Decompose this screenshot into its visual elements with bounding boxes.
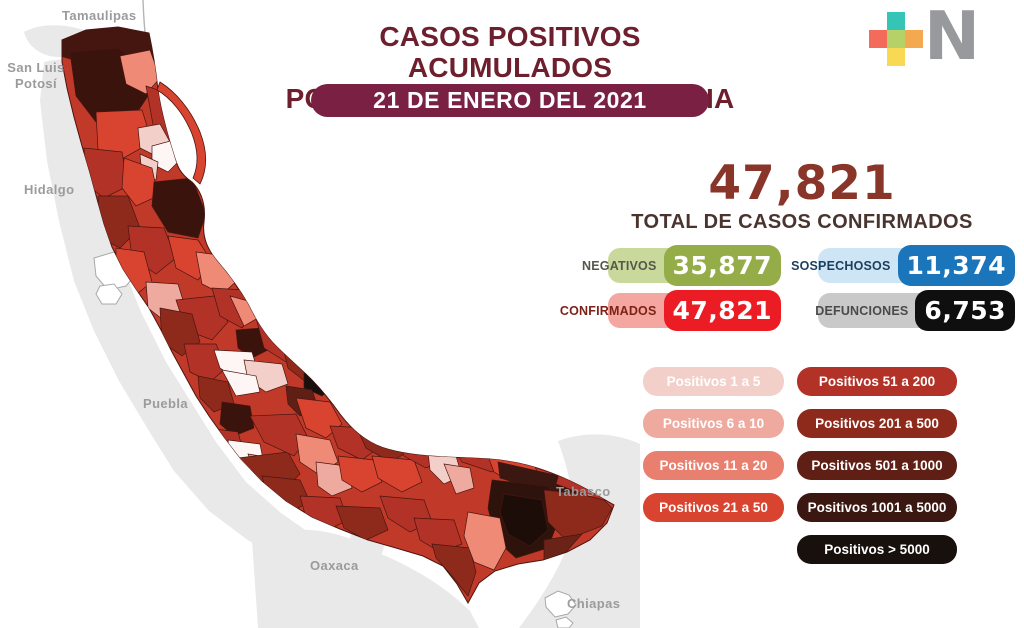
stat-badge: SOSPECHOSOS 11,374 bbox=[791, 245, 1015, 286]
legend-pill: Positivos 1 a 5 bbox=[643, 367, 784, 396]
logo-letter-n: N bbox=[924, 0, 980, 75]
coastal-crescent bbox=[156, 81, 207, 185]
legend-pill: Positivos 21 a 50 bbox=[643, 493, 784, 522]
legend-pill: Positivos 201 a 500 bbox=[797, 409, 957, 438]
legend-pill: Positivos 1001 a 5000 bbox=[797, 493, 957, 522]
label-tamaulipas: Tamaulipas bbox=[62, 8, 137, 23]
boundary-outline-shapes bbox=[93, 251, 577, 628]
hidalgo-outline-2 bbox=[95, 283, 123, 305]
date-banner: 21 DE ENERO DEL 2021 bbox=[311, 84, 709, 117]
plus-square-center bbox=[887, 30, 905, 48]
oaxaca-shape bbox=[252, 529, 479, 628]
stat-label: SOSPECHOSOS bbox=[791, 258, 891, 273]
label-tabasco: Tabasco bbox=[556, 484, 611, 499]
label-chiapas: Chiapas bbox=[567, 596, 621, 611]
label-san-luis-potosi: San Luis Potosí bbox=[7, 60, 65, 92]
legend-pill: Positivos 51 a 200 bbox=[797, 367, 957, 396]
plus-square-right bbox=[905, 30, 923, 48]
chiapas-outline-2 bbox=[555, 616, 574, 628]
map-legend: Positivos 1 a 5 Positivos 6 a 10 Positivos… bbox=[643, 367, 957, 564]
stat-badge: DEFUNCIONES 6,753 bbox=[815, 290, 1015, 331]
stat-label: DEFUNCIONES bbox=[815, 303, 909, 318]
stat-label: CONFIRMADOS bbox=[559, 303, 657, 318]
stat-badge: NEGATIVOS 35,877 bbox=[582, 245, 781, 286]
legend-pill: Positivos 501 a 1000 bbox=[797, 451, 957, 480]
stat-value: 47,821 bbox=[663, 290, 781, 331]
stat-label: NEGATIVOS bbox=[582, 258, 657, 273]
plus-n-logo: N bbox=[869, 0, 989, 75]
stat-value: 6,753 bbox=[915, 290, 1015, 331]
plus-square-left bbox=[869, 30, 887, 48]
plus-square-bottom bbox=[887, 48, 905, 66]
stats-grid: NEGATIVOS 35,877 SOSPECHOSOS 11,374 CONFIRMA… bbox=[560, 245, 1015, 331]
label-oaxaca: Oaxaca bbox=[310, 558, 359, 573]
stat-badge: CONFIRMADOS 47,821 bbox=[560, 290, 781, 331]
total-confirmed-caption: TOTAL DE CASOS CONFIRMADOS bbox=[631, 211, 973, 233]
legend-column-right: Positivos 51 a 200 Positivos 201 a 500 Pos… bbox=[797, 367, 957, 564]
legend-pill: Positivos 11 a 20 bbox=[643, 451, 784, 480]
page-title-line1: CASOS POSITIVOS ACUMULADOS bbox=[379, 21, 641, 83]
plus-icon bbox=[869, 12, 923, 66]
chiapas-outline bbox=[544, 590, 577, 618]
plus-square-top bbox=[887, 12, 905, 30]
legend-pill: Positivos 6 a 10 bbox=[643, 409, 784, 438]
legend-pill: Positivos > 5000 bbox=[797, 535, 957, 564]
legend-column-left: Positivos 1 a 5 Positivos 6 a 10 Positivos… bbox=[643, 367, 784, 522]
veracruz-choropleth-map bbox=[24, 0, 640, 628]
total-confirmed-number: 47,821 bbox=[708, 156, 896, 211]
west-neighbors-shape bbox=[40, 59, 352, 581]
stat-value: 11,374 bbox=[897, 245, 1015, 286]
stat-value: 35,877 bbox=[663, 245, 781, 286]
label-puebla: Puebla bbox=[143, 396, 189, 411]
label-hidalgo: Hidalgo bbox=[24, 182, 75, 197]
